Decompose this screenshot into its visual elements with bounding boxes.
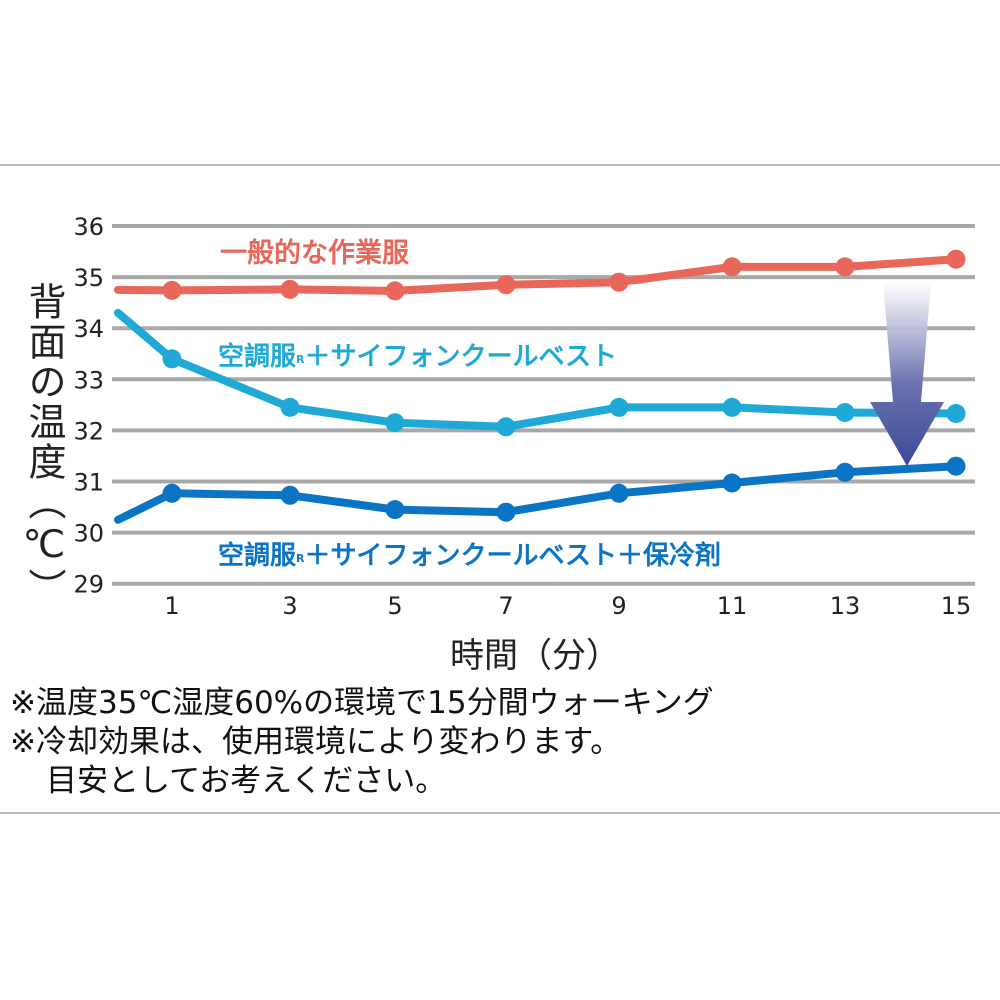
data-point xyxy=(609,397,629,417)
data-point xyxy=(835,257,855,277)
data-point xyxy=(280,397,300,417)
series-line-1 xyxy=(114,249,966,301)
y-axis-ticks: 29 30 31 32 33 34 35 36 xyxy=(73,213,104,599)
series-label-cyan: 空調服R＋サイフォンクールベスト xyxy=(218,341,617,372)
data-point xyxy=(722,473,742,493)
gridlines xyxy=(112,224,975,586)
series-line-3 xyxy=(114,456,966,524)
data-point xyxy=(162,349,182,369)
down-arrow-icon xyxy=(870,282,944,466)
y-tick-label: 29 xyxy=(73,571,104,599)
y-tick-label: 35 xyxy=(73,264,104,292)
data-point xyxy=(385,500,405,520)
data-point xyxy=(946,404,966,423)
data-point xyxy=(835,462,855,482)
series-label-blue: 空調服R＋サイフォンクールベスト＋保冷剤 xyxy=(218,540,721,571)
x-tick-label: 7 xyxy=(498,592,513,620)
bottom-divider xyxy=(0,812,1000,814)
y-axis-title: 背面の温度（℃） xyxy=(22,282,66,608)
data-point xyxy=(722,397,742,417)
data-point xyxy=(496,275,516,295)
x-tick-label: 13 xyxy=(830,592,861,620)
series-lines xyxy=(114,249,966,524)
registered-mark: R xyxy=(296,353,305,366)
data-point xyxy=(162,483,182,503)
data-point xyxy=(496,502,516,522)
x-tick-label: 3 xyxy=(282,592,297,620)
x-tick-label: 15 xyxy=(941,592,972,620)
data-point xyxy=(162,280,182,300)
x-tick-label: 5 xyxy=(387,592,402,620)
data-point xyxy=(280,485,300,505)
data-point xyxy=(722,257,742,277)
series-label-red: 一般的な作業服 xyxy=(220,237,410,269)
data-point xyxy=(609,272,629,292)
y-tick-label: 36 xyxy=(73,213,104,241)
data-point xyxy=(946,249,966,269)
data-point xyxy=(496,417,516,437)
data-point xyxy=(609,483,629,503)
series-line-2 xyxy=(114,308,966,437)
y-tick-label: 32 xyxy=(73,417,104,445)
registered-mark: R xyxy=(296,552,305,565)
x-tick-label: 9 xyxy=(611,592,626,620)
data-point xyxy=(835,403,855,422)
x-tick-label: 1 xyxy=(164,592,179,620)
data-point xyxy=(280,279,300,299)
y-tick-label: 34 xyxy=(73,315,104,343)
data-point xyxy=(946,456,966,476)
y-tick-label: 33 xyxy=(73,366,104,394)
data-point xyxy=(385,281,405,301)
y-tick-label: 30 xyxy=(73,520,104,548)
x-axis-ticks: 1 3 5 7 9 11 13 15 xyxy=(164,592,971,620)
data-point xyxy=(385,413,405,433)
footnote-2: ※冷却効果は、使用環境により変わります。 xyxy=(10,724,622,760)
x-tick-label: 11 xyxy=(717,592,748,620)
footnote-3: 目安としてお考えください。 xyxy=(46,763,447,799)
y-tick-label: 31 xyxy=(73,469,104,497)
footnote-1: ※温度35℃湿度60%の環境で15分間ウォーキング xyxy=(10,685,714,721)
top-divider xyxy=(0,164,1000,166)
footnotes: ※温度35℃湿度60%の環境で15分間ウォーキング ※冷却効果は、使用環境により… xyxy=(10,684,714,801)
x-axis-title: 時間（分） xyxy=(450,636,620,676)
